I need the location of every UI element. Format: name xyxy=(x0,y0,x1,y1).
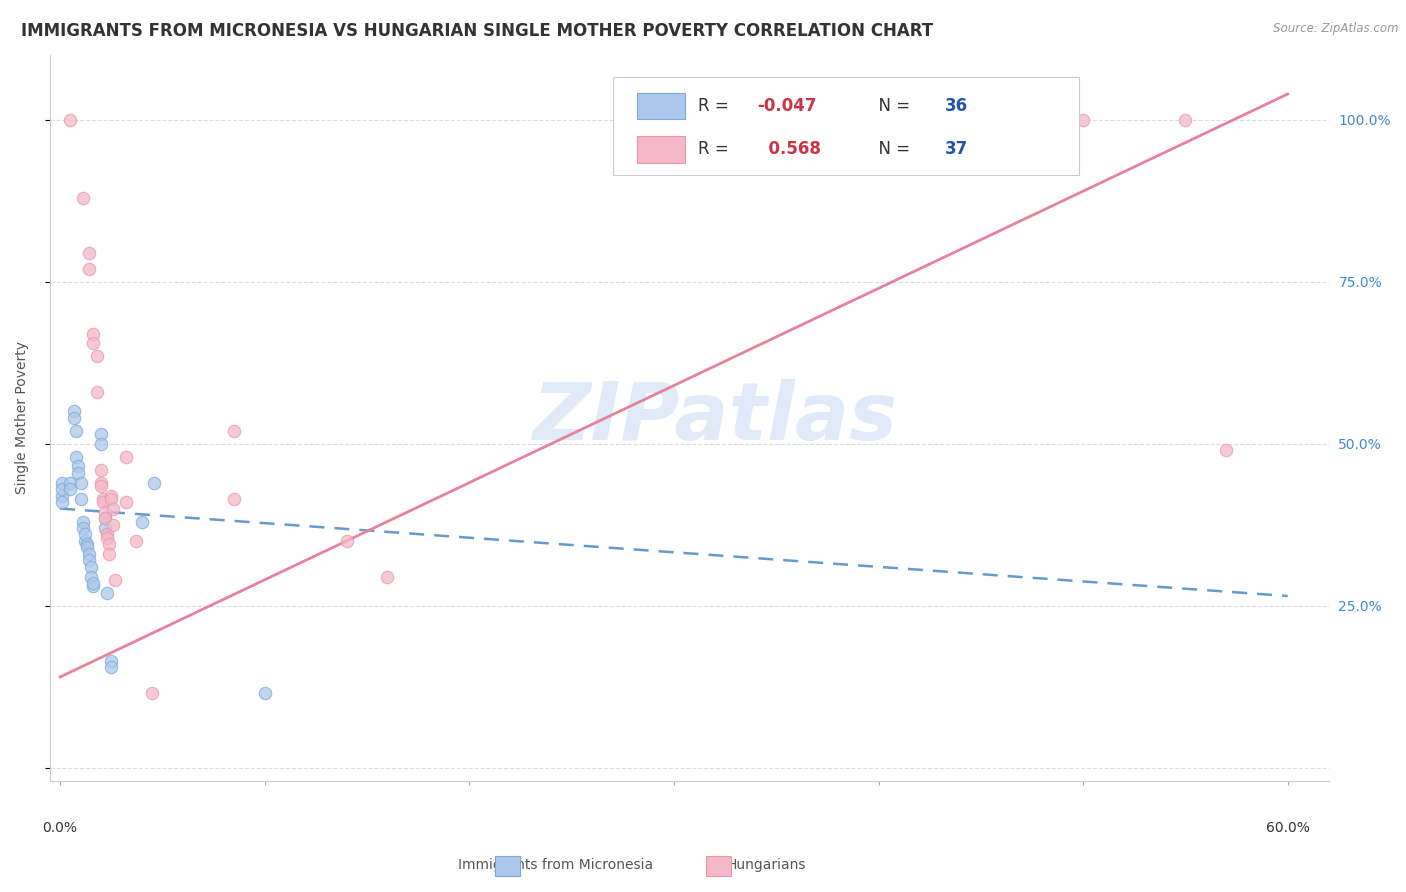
Point xyxy=(103,501,125,516)
Point xyxy=(59,475,82,490)
Point xyxy=(82,336,104,351)
Text: 0.0%: 0.0% xyxy=(42,821,77,835)
Point xyxy=(253,686,276,700)
Point xyxy=(103,517,125,532)
Point xyxy=(98,547,121,561)
Point xyxy=(100,489,122,503)
Point xyxy=(125,533,148,548)
Point xyxy=(72,191,94,205)
Text: 60.0%: 60.0% xyxy=(1265,821,1309,835)
Point xyxy=(143,475,166,490)
Point xyxy=(80,569,103,583)
Point xyxy=(91,495,114,509)
Point xyxy=(77,553,100,567)
Point xyxy=(91,491,114,506)
Point xyxy=(76,537,98,551)
Point xyxy=(222,491,245,506)
Text: IMMIGRANTS FROM MICRONESIA VS HUNGARIAN SINGLE MOTHER POVERTY CORRELATION CHART: IMMIGRANTS FROM MICRONESIA VS HUNGARIAN … xyxy=(21,22,934,40)
Point xyxy=(222,424,245,438)
Point xyxy=(51,482,73,496)
Point xyxy=(90,427,112,442)
Point xyxy=(76,541,98,555)
Point xyxy=(51,475,73,490)
Point xyxy=(63,410,86,425)
Point xyxy=(69,491,91,506)
Point xyxy=(90,437,112,451)
Point xyxy=(94,521,117,535)
Point xyxy=(1071,112,1094,127)
Point xyxy=(69,475,91,490)
Point xyxy=(94,511,117,525)
Text: R =: R = xyxy=(699,140,734,159)
Text: Immigrants from Micronesia: Immigrants from Micronesia xyxy=(458,858,652,872)
Point xyxy=(98,537,121,551)
Point xyxy=(1215,443,1237,458)
Point xyxy=(1011,112,1033,127)
Point xyxy=(90,479,112,493)
Point xyxy=(80,559,103,574)
Point xyxy=(94,505,117,519)
Point xyxy=(51,495,73,509)
Point xyxy=(131,515,153,529)
Point xyxy=(59,112,82,127)
Point xyxy=(100,491,122,506)
Point xyxy=(86,349,108,363)
Point xyxy=(96,531,118,545)
Point xyxy=(72,515,94,529)
Point xyxy=(96,586,118,600)
Point xyxy=(104,573,127,587)
Point xyxy=(65,450,87,464)
Point xyxy=(51,489,73,503)
Point xyxy=(73,533,96,548)
Point xyxy=(65,424,87,438)
Point xyxy=(94,511,117,525)
Text: ZIPatlas: ZIPatlas xyxy=(533,379,897,457)
Text: N =: N = xyxy=(869,97,915,115)
Text: Source: ZipAtlas.com: Source: ZipAtlas.com xyxy=(1274,22,1399,36)
Text: -0.047: -0.047 xyxy=(756,97,817,115)
Point xyxy=(86,384,108,399)
Point xyxy=(82,579,104,593)
Point xyxy=(141,686,163,700)
Point xyxy=(59,482,82,496)
Point xyxy=(335,533,357,548)
Point xyxy=(114,495,136,509)
FancyBboxPatch shape xyxy=(637,136,685,162)
Point xyxy=(114,450,136,464)
Point xyxy=(377,569,399,583)
Point xyxy=(77,547,100,561)
Point xyxy=(90,475,112,490)
Point xyxy=(82,576,104,591)
Point xyxy=(90,463,112,477)
Point xyxy=(949,112,972,127)
FancyBboxPatch shape xyxy=(637,93,685,119)
Point xyxy=(82,326,104,341)
Text: N =: N = xyxy=(869,140,915,159)
Point xyxy=(77,245,100,260)
Point xyxy=(100,660,122,674)
FancyBboxPatch shape xyxy=(613,77,1080,175)
Point xyxy=(77,261,100,276)
Text: Hungarians: Hungarians xyxy=(727,858,806,872)
Text: R =: R = xyxy=(699,97,734,115)
Point xyxy=(67,466,90,480)
Point xyxy=(63,404,86,418)
Y-axis label: Single Mother Poverty: Single Mother Poverty xyxy=(15,342,30,494)
Text: 37: 37 xyxy=(945,140,969,159)
Text: 0.568: 0.568 xyxy=(756,140,821,159)
Point xyxy=(100,654,122,668)
Point xyxy=(96,527,118,541)
Point xyxy=(73,527,96,541)
Text: 36: 36 xyxy=(945,97,969,115)
Point xyxy=(67,459,90,474)
Point xyxy=(1174,112,1197,127)
Point xyxy=(72,521,94,535)
